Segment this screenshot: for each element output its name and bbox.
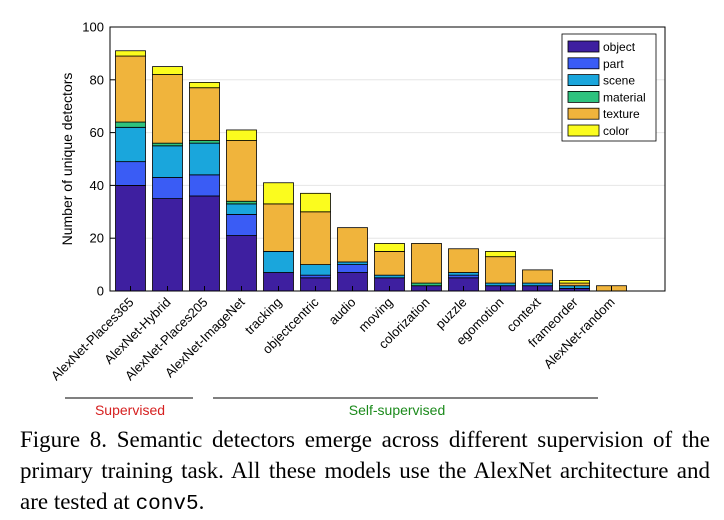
bar-segment-part	[337, 264, 368, 273]
legend-swatch-color	[567, 124, 600, 137]
bar-segment-object	[152, 198, 183, 292]
bar-segment-color	[485, 250, 516, 258]
y-axis-title: Number of unique detectors	[59, 73, 75, 246]
figure-caption: Figure 8. Semantic detectors emerge acro…	[20, 424, 710, 520]
legend-swatch-part	[567, 57, 600, 70]
bar-segment-scene	[115, 126, 146, 163]
bar-segment-texture	[374, 250, 405, 276]
bar-segment-scene	[226, 203, 257, 215]
caption-code: conv5	[135, 493, 199, 516]
bar-segment-scene	[263, 250, 294, 273]
bar-segment-color	[115, 50, 146, 57]
group-annotations: Supervised Self-supervised	[65, 397, 598, 418]
bar-segment-object	[115, 184, 146, 292]
y-tick-label: 100	[82, 20, 104, 35]
y-axis-ticks: 0 20 40 60 80 100	[82, 20, 115, 299]
legend-label-object: object	[603, 40, 636, 54]
bar-segment-color	[300, 192, 331, 213]
bar-segment-texture	[448, 248, 479, 273]
legend-label-scene: scene	[603, 74, 635, 88]
bar-segment-color	[559, 280, 590, 284]
bar-segment-texture	[226, 140, 257, 202]
bar-segment-color	[263, 182, 294, 205]
legend-label-material: material	[603, 90, 646, 104]
bar-segment-color	[189, 82, 220, 89]
legend-swatch-object	[567, 40, 600, 53]
bar-segment-color	[152, 66, 183, 75]
bar-segment-scene	[152, 145, 183, 178]
legend-swatch-scene	[567, 74, 600, 86]
bar-segment-texture	[263, 203, 294, 252]
bar-segment-part	[189, 174, 220, 197]
x-tick-label: audio	[326, 295, 359, 328]
caption-text: Figure 8. Semantic detectors emerge acro…	[20, 427, 710, 514]
stacked-bar-chart: 0 20 40 60 80 100 AlexNet-Places365AlexNet-Hy…	[48, 20, 666, 418]
bar-segment-material	[115, 121, 146, 128]
y-tick-label: 40	[90, 178, 104, 193]
legend-label-part: part	[603, 57, 624, 71]
bar-segment-texture	[522, 269, 553, 284]
bar-segment-texture	[485, 256, 516, 284]
bar-segment-color	[226, 129, 257, 141]
legend-box	[561, 33, 657, 142]
x-axis-ticks: AlexNet-Places365AlexNet-HybridAlexNet-P…	[48, 286, 618, 383]
legend-label-texture: texture	[603, 107, 640, 121]
bar-segment-texture	[411, 243, 442, 284]
legend-swatch-material	[567, 91, 600, 103]
y-tick-label: 60	[90, 125, 104, 140]
bar-segment-object	[226, 235, 257, 292]
legend-items: object part scene material texture color	[567, 40, 646, 138]
bar-segment-object	[189, 195, 220, 292]
bar-segment-texture	[300, 211, 331, 266]
legend: object part scene material texture color	[561, 33, 657, 142]
bar-segment-scene	[189, 142, 220, 176]
bar-segment-part	[115, 161, 146, 186]
bar-segment-color	[374, 243, 405, 252]
bar-segment-texture	[189, 87, 220, 141]
legend-label-color: color	[603, 124, 629, 138]
supervised-label: Supervised	[95, 402, 165, 418]
y-tick-label: 20	[90, 231, 104, 246]
bars	[115, 50, 627, 292]
bar-segment-texture	[152, 74, 183, 144]
bar-segment-part	[152, 177, 183, 199]
caption-end: .	[198, 489, 205, 514]
bar-segment-part	[226, 214, 257, 236]
y-tick-label: 0	[97, 284, 104, 299]
y-tick-label: 80	[90, 72, 104, 87]
plot-frame	[109, 26, 666, 292]
bar-segment-texture	[337, 227, 368, 263]
bar-segment-texture	[115, 55, 146, 123]
self-supervised-label: Self-supervised	[349, 402, 446, 418]
bar-segment-scene	[300, 264, 331, 276]
legend-swatch-texture	[567, 107, 600, 120]
